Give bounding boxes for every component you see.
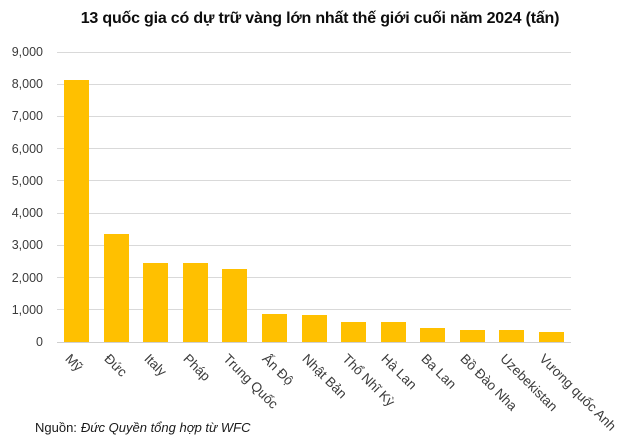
y-axis-label: 7,000 (11, 109, 43, 124)
bar (301, 314, 327, 342)
gridline (57, 83, 571, 85)
gridline (57, 277, 571, 279)
chart-title: 13 quốc gia có dự trữ vàng lớn nhất thế … (80, 10, 560, 27)
gridline (57, 309, 571, 311)
bar (222, 268, 248, 342)
source-note: Nguồn: Đức Quyền tổng hợp từ WFC (35, 420, 250, 435)
x-axis-line (57, 341, 571, 343)
x-axis-label: Mỹ (62, 351, 86, 375)
bar (538, 332, 564, 342)
y-axis-label: 6,000 (11, 141, 43, 156)
source-label: Nguồn: (35, 420, 77, 435)
bar (341, 322, 367, 342)
gridline (57, 51, 571, 53)
x-axis-label: Đức (101, 351, 131, 380)
gridline (57, 180, 571, 182)
bar (64, 79, 90, 342)
x-axis-label: Pháp (180, 351, 214, 384)
gridline (57, 212, 571, 214)
bar (459, 329, 485, 342)
y-axis-label: 5,000 (11, 173, 43, 188)
bar (420, 327, 446, 342)
y-axis-label: 8,000 (11, 77, 43, 92)
x-axis-label: Ấn Độ (259, 351, 297, 389)
x-axis-label: Italy (141, 351, 170, 380)
gridline (57, 115, 571, 117)
y-axis-label: 0 (36, 335, 43, 349)
bar (143, 262, 169, 342)
y-axis-label: 9,000 (11, 45, 43, 59)
y-axis-label: 3,000 (11, 238, 43, 253)
y-axis-label: 4,000 (11, 206, 43, 221)
gridline (57, 148, 571, 150)
bar (103, 233, 129, 342)
y-axis-label: 2,000 (11, 270, 43, 285)
x-axis-label: Ba Lan (418, 351, 459, 392)
gridline (57, 244, 571, 246)
bar (261, 313, 287, 342)
bar (182, 263, 208, 342)
bar (499, 329, 525, 342)
y-axis-label: 1,000 (11, 302, 43, 317)
bar (380, 322, 406, 342)
source-text: Đức Quyền tổng hợp từ WFC (80, 420, 251, 435)
